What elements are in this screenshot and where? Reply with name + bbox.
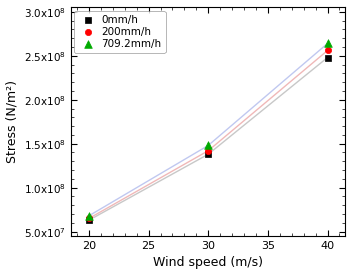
200mm/h [325, 48, 330, 53]
Y-axis label: Stress (N/m²): Stress (N/m²) [6, 80, 19, 163]
709.2mm/h [205, 143, 211, 148]
0mm/h [86, 218, 92, 222]
709.2mm/h [325, 41, 330, 46]
0mm/h [325, 55, 330, 60]
709.2mm/h [86, 214, 92, 218]
0mm/h [205, 152, 211, 156]
Legend: 0mm/h, 200mm/h, 709.2mm/h: 0mm/h, 200mm/h, 709.2mm/h [74, 10, 166, 53]
200mm/h [205, 148, 211, 153]
X-axis label: Wind speed (m/s): Wind speed (m/s) [153, 257, 263, 269]
200mm/h [86, 216, 92, 221]
